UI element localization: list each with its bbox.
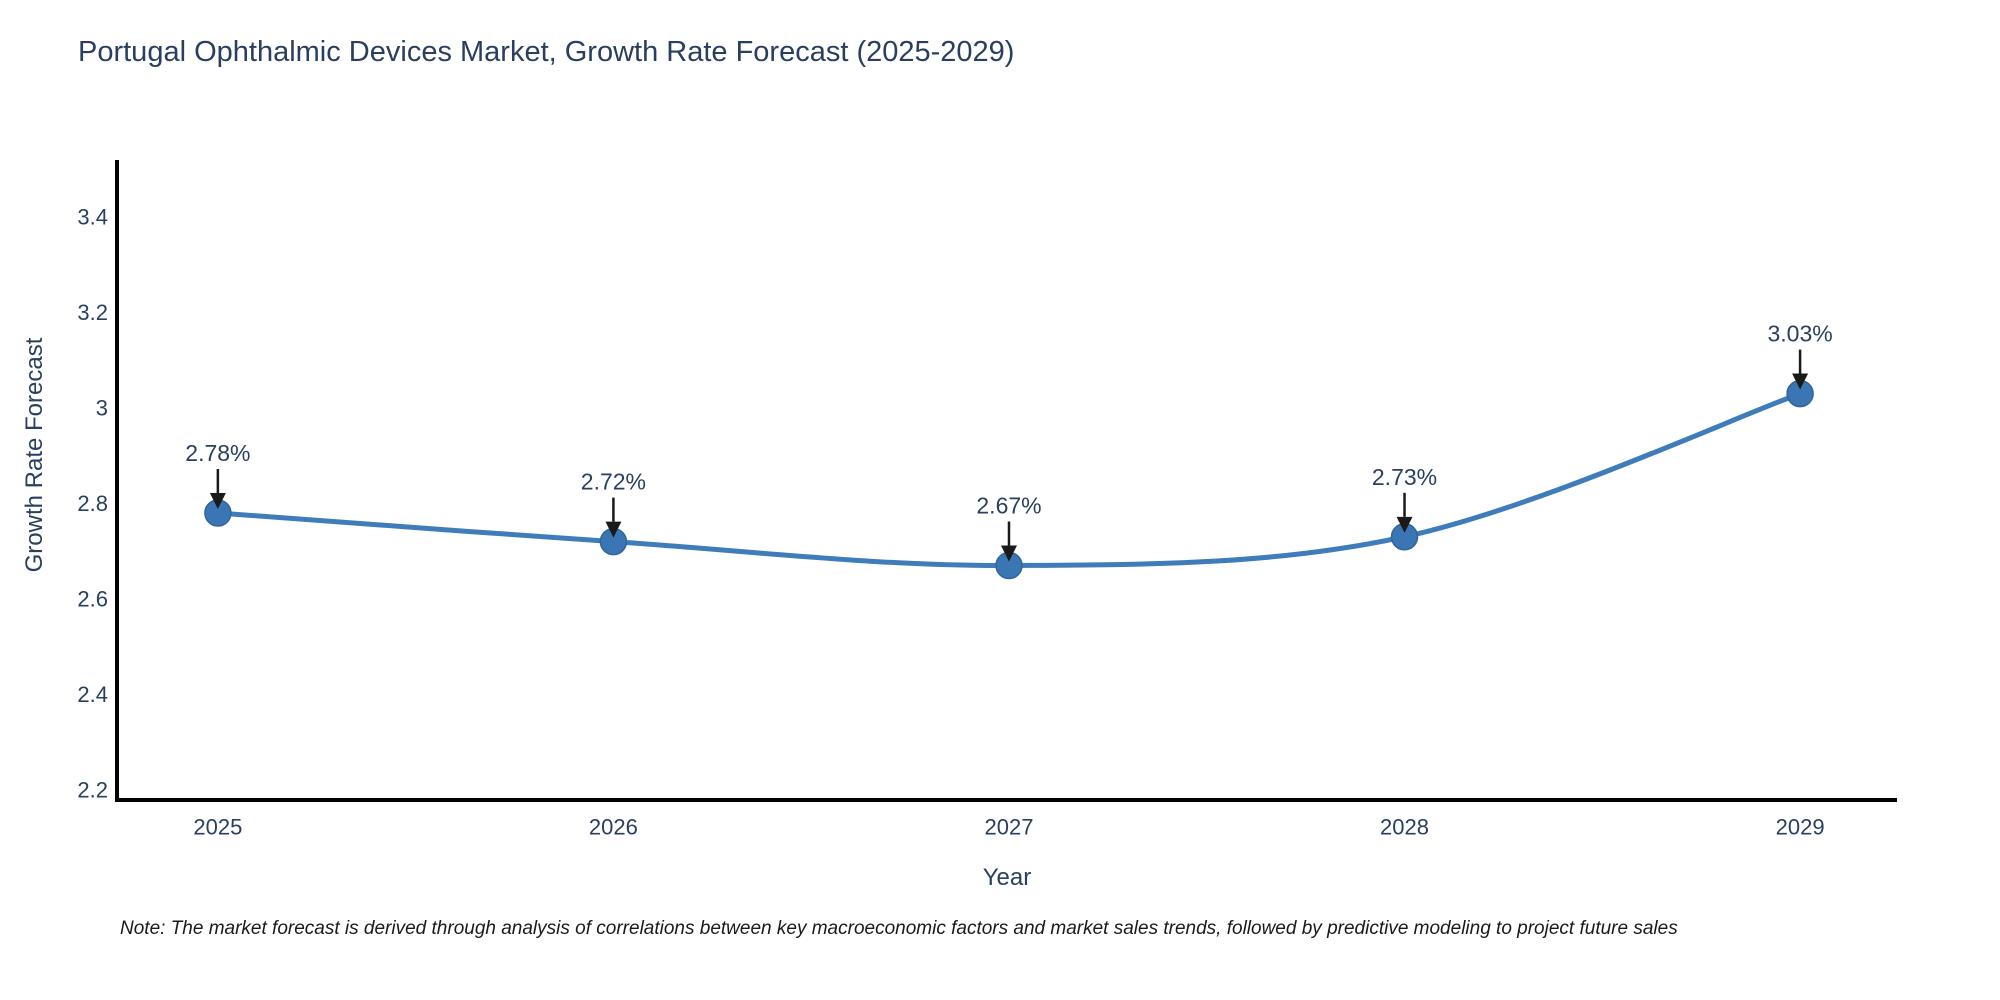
y-tick-label: 2.8 [77,491,108,516]
annotation-arrowhead [1792,373,1809,390]
annotation-label: 2.72% [581,469,646,495]
annotation-arrowhead [1000,545,1017,562]
x-tick-label: 2025 [193,815,242,840]
annotation-label: 2.78% [185,440,250,466]
x-tick-label: 2026 [589,815,638,840]
annotation-arrowhead [605,521,622,538]
x-tick-label: 2028 [1380,815,1429,840]
x-tick-label: 2029 [1776,815,1825,840]
y-tick-label: 2.2 [77,778,108,803]
chart-title: Portugal Ophthalmic Devices Market, Grow… [78,36,1015,68]
annotation-label: 2.73% [1372,464,1437,490]
annotation-arrowhead [1396,516,1413,533]
x-tick-label: 2027 [985,815,1034,840]
y-tick-label: 2.4 [77,682,108,707]
annotation-label: 2.67% [976,493,1041,519]
y-tick-label: 3.4 [77,204,108,229]
annotation-arrowhead [209,492,226,509]
annotation-label: 3.03% [1767,321,1832,347]
y-tick-label: 3 [96,395,108,420]
x-axis-title: Year [982,864,1032,891]
footnote: Note: The market forecast is derived thr… [120,918,1678,939]
y-tick-label: 3.2 [77,300,108,325]
y-axis-title: Growth Rate Forecast [21,337,48,573]
y-tick-label: 2.6 [77,586,108,611]
